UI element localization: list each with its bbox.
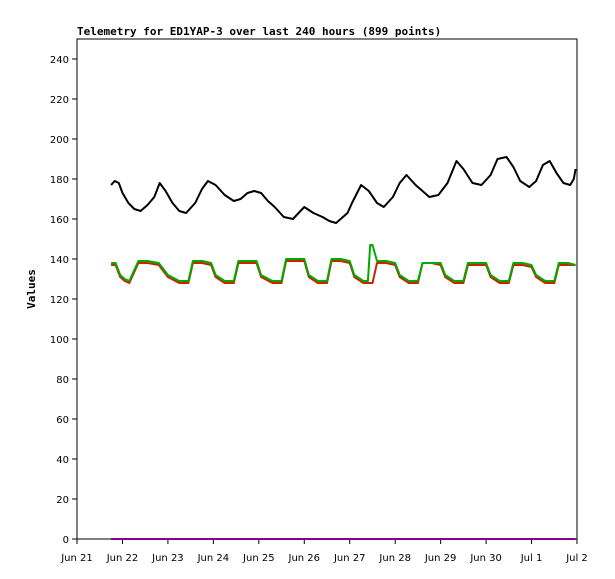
x-axis: Jun 21 Jun 22 Jun 23 Jun 24 Jun 25 Jun 26 Jun … [60, 539, 588, 564]
y-tick-label: 180 [50, 175, 69, 186]
y-tick-label: 120 [50, 295, 69, 306]
y-tick-label: 80 [56, 375, 69, 386]
y-tick-label: 0 [63, 535, 69, 546]
y-tick-label: 240 [50, 55, 69, 66]
series-line-1 [110, 156, 577, 224]
y-axis: 0 20 40 60 80 100 120 140 160 180 200 220 240 [50, 55, 77, 546]
x-tick-label: Jul 1 [520, 553, 543, 564]
x-tick-label: Jul 2 [565, 553, 588, 564]
x-tick-label: Jun 25 [242, 553, 275, 564]
x-tick-label: Jun 23 [151, 553, 184, 564]
x-tick-label: Jun 30 [469, 553, 502, 564]
chart-title: Telemetry for ED1YAP-3 over last 240 hou… [77, 25, 441, 38]
x-tick-label: Jun 29 [424, 553, 457, 564]
x-tick-label: Jun 21 [60, 553, 93, 564]
x-tick-label: Jun 24 [197, 553, 230, 564]
y-tick-label: 60 [56, 415, 69, 426]
y-tick-label: 200 [50, 135, 69, 146]
plot-frame [76, 38, 578, 540]
y-tick-label: 160 [50, 215, 69, 226]
y-tick-label: 100 [50, 335, 69, 346]
x-tick-label: Jun 28 [378, 553, 411, 564]
series-line-3 [111, 244, 576, 282]
x-tick-label: Jun 26 [288, 553, 321, 564]
x-tick-label: Jun 22 [106, 553, 139, 564]
y-tick-label: 20 [56, 495, 69, 506]
series-lines [110, 156, 577, 540]
y-tick-label: 220 [50, 95, 69, 106]
y-axis-label: Values [25, 269, 38, 309]
x-tick-label: Jun 27 [333, 553, 366, 564]
y-tick-label: 40 [56, 455, 69, 466]
y-tick-label: 140 [50, 255, 69, 266]
